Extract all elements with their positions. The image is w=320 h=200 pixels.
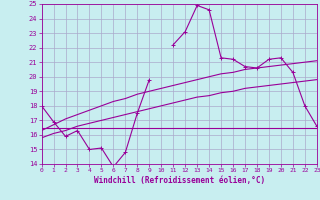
X-axis label: Windchill (Refroidissement éolien,°C): Windchill (Refroidissement éolien,°C)	[94, 176, 265, 185]
